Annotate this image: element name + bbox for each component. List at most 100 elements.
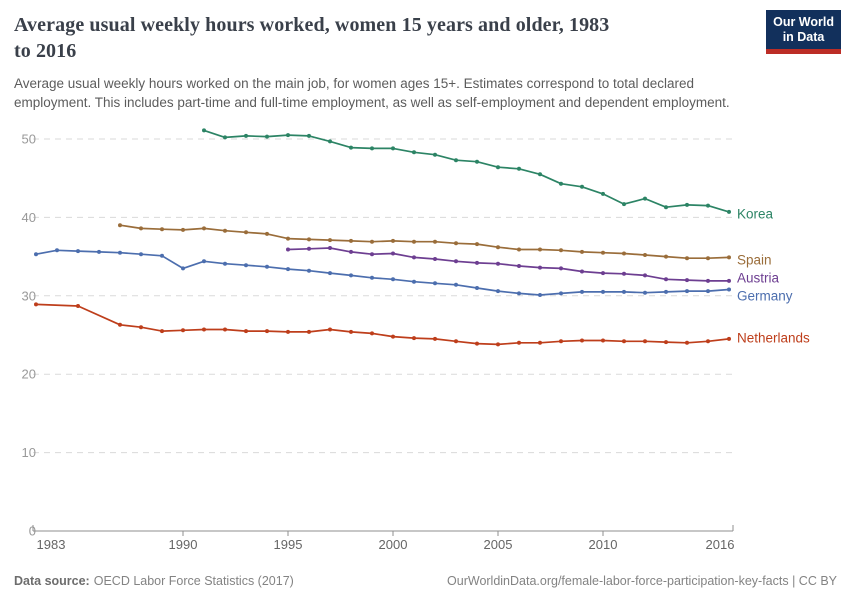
series-point-germany-1993 (244, 263, 248, 268)
series-point-korea-1999 (370, 146, 374, 151)
series-point-netherlands-1998 (349, 329, 353, 334)
series-point-korea-1991 (202, 128, 206, 133)
x-tick-label-2000: 2000 (379, 537, 408, 552)
series-point-netherlands-2011 (622, 339, 626, 344)
series-point-germany-2006 (517, 291, 521, 296)
series-point-austria-1995 (286, 247, 290, 252)
owid-logo-line2: in Data (782, 30, 825, 44)
series-point-korea-1995 (286, 133, 290, 138)
series-point-netherlands-1988 (139, 325, 143, 330)
series-point-germany-1995 (286, 267, 290, 272)
series-point-austria-2008 (559, 266, 563, 271)
series-point-austria-2013 (664, 277, 668, 282)
series-point-korea-2007 (538, 172, 542, 177)
chart-title-line1: Average usual weekly hours worked, women… (14, 14, 610, 36)
series-point-austria-2001 (412, 255, 416, 260)
series-point-austria-2005 (496, 261, 500, 266)
series-line-spain (119, 224, 730, 260)
series-point-korea-2015 (706, 203, 710, 208)
series-point-spain-2005 (496, 245, 500, 250)
series-point-netherlands-2005 (496, 342, 500, 347)
series-point-austria-2002 (433, 257, 437, 261)
series-label-netherlands[interactable]: Netherlands (737, 331, 810, 346)
owid-url-link[interactable]: OurWorldinData.org/female-labor-force-pa… (447, 574, 837, 588)
data-source-label: Data source: (14, 574, 90, 588)
series-point-germany-2008 (559, 291, 563, 296)
series-label-korea[interactable]: Korea (737, 207, 774, 222)
series-point-netherlands-1999 (370, 331, 374, 336)
data-source-value: OECD Labor Force Statistics (2017) (93, 574, 294, 588)
series-point-austria-1996 (307, 246, 311, 251)
series-point-austria-2012 (643, 273, 647, 278)
series-point-korea-2003 (454, 158, 458, 163)
series-point-spain-2001 (412, 239, 416, 244)
chart-subtitle-line1: Average usual weekly hours worked on the… (14, 76, 695, 91)
series-point-netherlands-1990 (181, 328, 185, 333)
series-point-germany-2013 (664, 289, 668, 294)
chart-title: Average usual weekly hours worked, women… (14, 12, 836, 64)
series-point-netherlands-1993 (244, 329, 248, 334)
series-point-korea-1994 (265, 134, 269, 139)
series-point-austria-2010 (601, 271, 605, 276)
series-line-germany (35, 249, 730, 296)
series-point-korea-2001 (412, 150, 416, 155)
series-point-netherlands-2012 (643, 339, 647, 344)
data-source: Data source: OECD Labor Force Statistics … (14, 574, 294, 588)
series-point-germany-1986 (97, 249, 101, 254)
series-label-austria[interactable]: Austria (737, 271, 780, 286)
series-point-germany-1983 (34, 252, 38, 257)
series-point-spain-1995 (286, 236, 290, 241)
series-point-spain-2004 (475, 242, 479, 247)
series-point-korea-1993 (244, 133, 248, 138)
series-point-germany-1998 (349, 273, 353, 278)
series-point-spain-2003 (454, 241, 458, 246)
series-label-spain[interactable]: Spain (737, 253, 772, 268)
series-point-germany-2002 (433, 281, 437, 286)
series-point-germany-2001 (412, 279, 416, 284)
y-tick-label-20: 20 (22, 367, 36, 382)
chart-header: Average usual weekly hours worked, women… (14, 12, 836, 112)
series-point-korea-2014 (685, 202, 689, 207)
series-point-netherlands-1985 (76, 304, 80, 308)
y-tick-label-50: 50 (22, 132, 36, 147)
series-line-austria (287, 247, 730, 282)
owid-logo[interactable]: Our World in Data (766, 10, 841, 54)
series-point-germany-1984 (55, 248, 59, 253)
series-point-spain-1991 (202, 226, 206, 231)
series-point-netherlands-1996 (307, 329, 311, 334)
series-line-korea (203, 129, 730, 213)
series-point-netherlands-2006 (517, 340, 521, 345)
series-point-austria-2006 (517, 264, 521, 268)
series-point-korea-1997 (328, 139, 332, 144)
series-point-germany-2000 (391, 277, 395, 282)
y-tick-label-0: 0 (29, 524, 36, 539)
series-point-netherlands-2016 (727, 336, 731, 341)
series-point-austria-2009 (580, 269, 584, 274)
series-point-germany-1990 (181, 266, 185, 271)
series-point-spain-1987 (118, 223, 122, 228)
series-point-netherlands-1992 (223, 327, 227, 332)
series-point-korea-2008 (559, 181, 563, 186)
x-tick-label-2016: 2016 (706, 537, 735, 552)
series-point-austria-1998 (349, 249, 353, 254)
series-point-korea-1996 (307, 133, 311, 138)
series-point-germany-1985 (76, 249, 80, 254)
series-label-germany[interactable]: Germany (737, 289, 793, 304)
series-point-austria-2007 (538, 265, 542, 270)
series-point-korea-2002 (433, 152, 437, 157)
series-point-austria-1997 (328, 246, 332, 250)
series-point-korea-2009 (580, 184, 584, 189)
chart-subtitle: Average usual weekly hours worked on the… (14, 74, 836, 112)
series-point-spain-2006 (517, 247, 521, 252)
series-point-germany-2009 (580, 289, 584, 294)
series-point-germany-1987 (118, 250, 122, 255)
series-point-spain-2002 (433, 239, 437, 244)
series-point-spain-1990 (181, 227, 185, 232)
y-tick-label-10: 10 (22, 445, 36, 460)
series-point-spain-2011 (622, 251, 626, 256)
series-point-netherlands-1987 (118, 322, 122, 327)
y-tick-label-30: 30 (22, 288, 36, 303)
series-point-spain-2009 (580, 249, 584, 254)
